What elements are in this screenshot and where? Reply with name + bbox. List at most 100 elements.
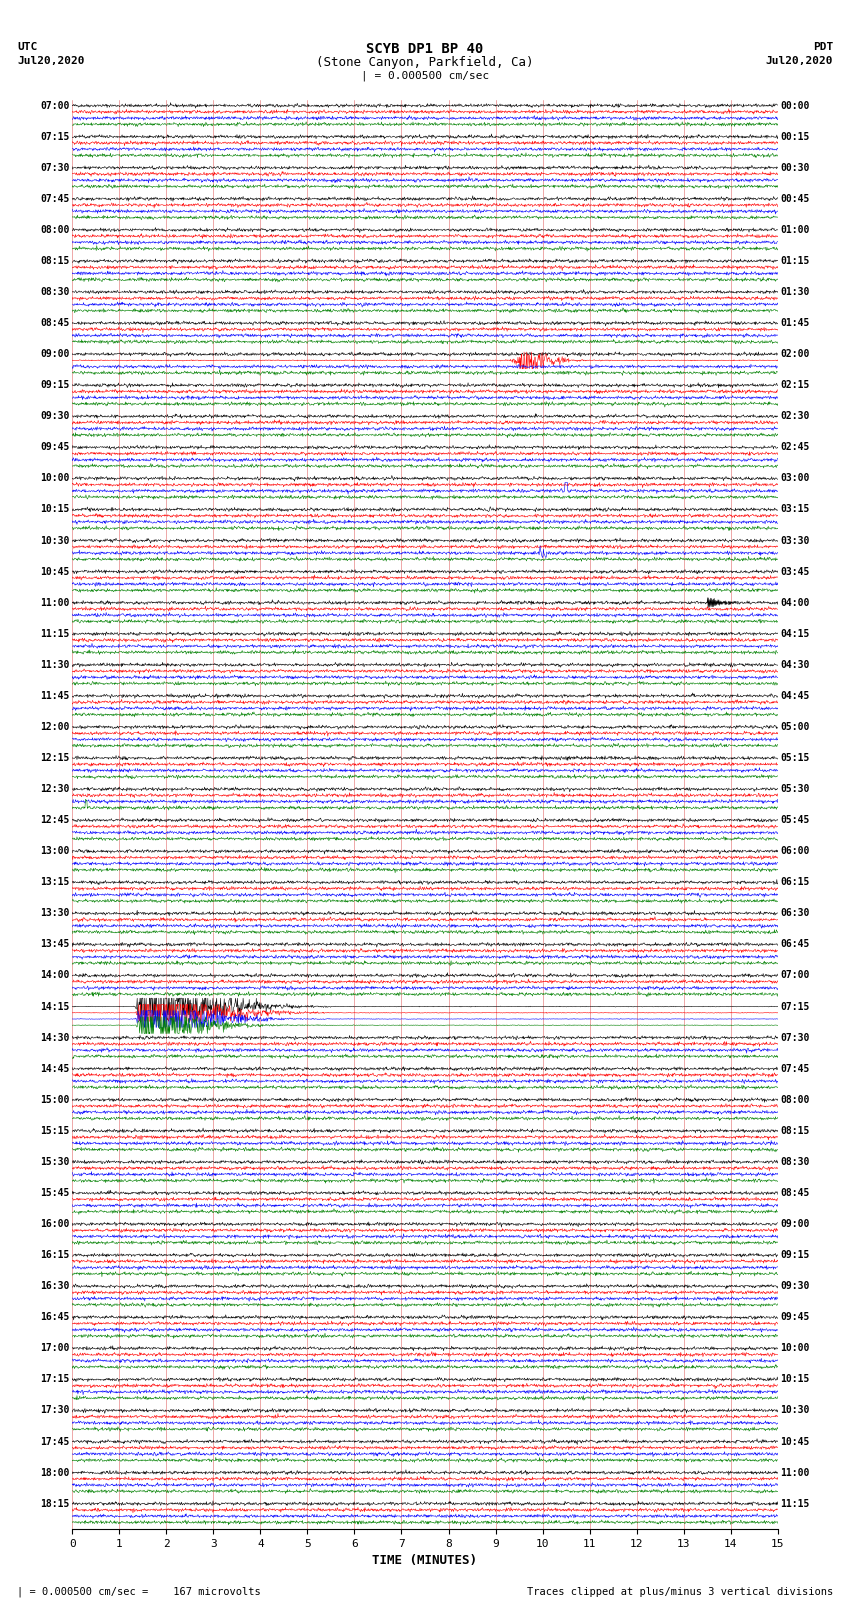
Text: 07:00: 07:00 — [41, 100, 70, 111]
Text: 06:45: 06:45 — [780, 939, 809, 950]
Text: | = 0.000500 cm/sec =    167 microvolts: | = 0.000500 cm/sec = 167 microvolts — [17, 1586, 261, 1597]
Text: 05:00: 05:00 — [780, 723, 809, 732]
Text: 12:30: 12:30 — [41, 784, 70, 794]
Text: 15:00: 15:00 — [41, 1095, 70, 1105]
Text: 04:15: 04:15 — [780, 629, 809, 639]
Text: 11:45: 11:45 — [41, 690, 70, 702]
Text: 11:00: 11:00 — [780, 1468, 809, 1478]
Text: PDT: PDT — [813, 42, 833, 52]
Text: 04:00: 04:00 — [780, 598, 809, 608]
Text: 06:00: 06:00 — [780, 847, 809, 857]
Text: 14:00: 14:00 — [41, 971, 70, 981]
Text: 00:30: 00:30 — [780, 163, 809, 173]
Text: 01:30: 01:30 — [780, 287, 809, 297]
Text: 17:45: 17:45 — [41, 1437, 70, 1447]
Text: 16:45: 16:45 — [41, 1313, 70, 1323]
Text: 12:15: 12:15 — [41, 753, 70, 763]
Text: 09:15: 09:15 — [780, 1250, 809, 1260]
Text: 03:30: 03:30 — [780, 536, 809, 545]
Text: 13:30: 13:30 — [41, 908, 70, 918]
Text: 10:15: 10:15 — [780, 1374, 809, 1384]
Text: 10:30: 10:30 — [780, 1405, 809, 1416]
Text: 04:30: 04:30 — [780, 660, 809, 669]
Text: 01:45: 01:45 — [780, 318, 809, 327]
Text: 07:30: 07:30 — [780, 1032, 809, 1042]
Text: 08:15: 08:15 — [41, 256, 70, 266]
Text: 13:00: 13:00 — [41, 847, 70, 857]
Text: 09:00: 09:00 — [41, 348, 70, 360]
Text: 12:00: 12:00 — [41, 723, 70, 732]
Text: 05:45: 05:45 — [780, 815, 809, 826]
Text: 02:45: 02:45 — [780, 442, 809, 452]
Text: 01:00: 01:00 — [780, 224, 809, 235]
Text: 17:15: 17:15 — [41, 1374, 70, 1384]
Text: 14:15: 14:15 — [41, 1002, 70, 1011]
Text: 15:15: 15:15 — [41, 1126, 70, 1136]
Text: 16:30: 16:30 — [41, 1281, 70, 1290]
Text: 02:15: 02:15 — [780, 381, 809, 390]
Text: 09:30: 09:30 — [780, 1281, 809, 1290]
Text: 07:00: 07:00 — [780, 971, 809, 981]
Text: | = 0.000500 cm/sec: | = 0.000500 cm/sec — [361, 71, 489, 82]
Text: Jul20,2020: Jul20,2020 — [766, 56, 833, 66]
Text: 00:15: 00:15 — [780, 132, 809, 142]
Text: 15:30: 15:30 — [41, 1157, 70, 1166]
Text: 18:15: 18:15 — [41, 1498, 70, 1508]
Text: 10:15: 10:15 — [41, 505, 70, 515]
Text: 05:15: 05:15 — [780, 753, 809, 763]
Text: 10:00: 10:00 — [41, 473, 70, 484]
Text: 00:45: 00:45 — [780, 194, 809, 203]
Text: 09:30: 09:30 — [41, 411, 70, 421]
Text: 06:15: 06:15 — [780, 877, 809, 887]
Text: 08:15: 08:15 — [780, 1126, 809, 1136]
Text: 10:30: 10:30 — [41, 536, 70, 545]
Text: Traces clipped at plus/minus 3 vertical divisions: Traces clipped at plus/minus 3 vertical … — [527, 1587, 833, 1597]
Text: 07:15: 07:15 — [41, 132, 70, 142]
Text: 09:45: 09:45 — [780, 1313, 809, 1323]
Text: 08:45: 08:45 — [780, 1187, 809, 1198]
Text: 07:45: 07:45 — [41, 194, 70, 203]
Text: 06:30: 06:30 — [780, 908, 809, 918]
Text: 13:15: 13:15 — [41, 877, 70, 887]
Text: 11:30: 11:30 — [41, 660, 70, 669]
Text: 11:15: 11:15 — [41, 629, 70, 639]
Text: 08:00: 08:00 — [41, 224, 70, 235]
Text: 03:15: 03:15 — [780, 505, 809, 515]
Text: 07:30: 07:30 — [41, 163, 70, 173]
Text: Jul20,2020: Jul20,2020 — [17, 56, 84, 66]
Text: 08:30: 08:30 — [780, 1157, 809, 1166]
Text: 05:30: 05:30 — [780, 784, 809, 794]
Text: 09:00: 09:00 — [780, 1219, 809, 1229]
Text: 09:45: 09:45 — [41, 442, 70, 452]
Text: 13:45: 13:45 — [41, 939, 70, 950]
Text: 02:30: 02:30 — [780, 411, 809, 421]
Text: (Stone Canyon, Parkfield, Ca): (Stone Canyon, Parkfield, Ca) — [316, 56, 534, 69]
Text: 10:45: 10:45 — [780, 1437, 809, 1447]
Text: 17:00: 17:00 — [41, 1344, 70, 1353]
Text: 16:15: 16:15 — [41, 1250, 70, 1260]
Text: 09:15: 09:15 — [41, 381, 70, 390]
Text: 08:00: 08:00 — [780, 1095, 809, 1105]
Text: 10:00: 10:00 — [780, 1344, 809, 1353]
Text: 07:45: 07:45 — [780, 1063, 809, 1074]
Text: 12:45: 12:45 — [41, 815, 70, 826]
Text: 11:15: 11:15 — [780, 1498, 809, 1508]
Text: 00:00: 00:00 — [780, 100, 809, 111]
Text: 07:15: 07:15 — [780, 1002, 809, 1011]
Text: 16:00: 16:00 — [41, 1219, 70, 1229]
X-axis label: TIME (MINUTES): TIME (MINUTES) — [372, 1555, 478, 1568]
Text: 03:45: 03:45 — [780, 566, 809, 576]
Text: 11:00: 11:00 — [41, 598, 70, 608]
Text: 18:00: 18:00 — [41, 1468, 70, 1478]
Text: SCYB DP1 BP 40: SCYB DP1 BP 40 — [366, 42, 484, 56]
Text: 02:00: 02:00 — [780, 348, 809, 360]
Text: 08:30: 08:30 — [41, 287, 70, 297]
Text: 10:45: 10:45 — [41, 566, 70, 576]
Text: 01:15: 01:15 — [780, 256, 809, 266]
Text: 03:00: 03:00 — [780, 473, 809, 484]
Text: UTC: UTC — [17, 42, 37, 52]
Text: 14:30: 14:30 — [41, 1032, 70, 1042]
Text: 17:30: 17:30 — [41, 1405, 70, 1416]
Text: 08:45: 08:45 — [41, 318, 70, 327]
Text: 14:45: 14:45 — [41, 1063, 70, 1074]
